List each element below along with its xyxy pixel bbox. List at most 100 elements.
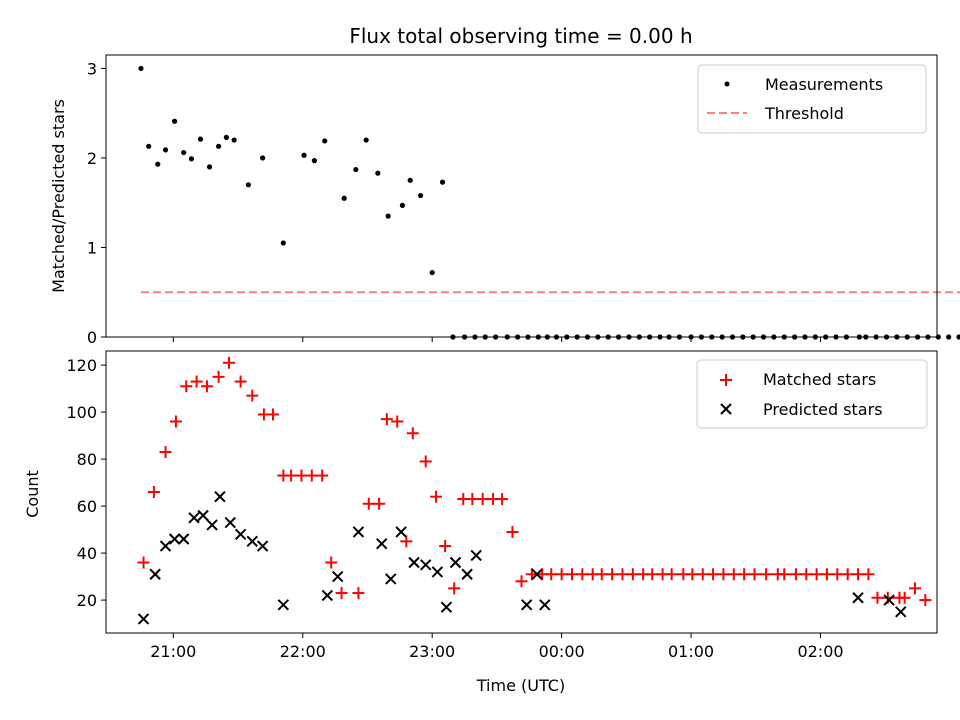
matched-star-marker <box>159 446 172 459</box>
measurement-point <box>146 143 152 149</box>
top-ytick-label: 2 <box>87 149 97 168</box>
matched-star-marker <box>212 370 225 383</box>
matched-star-marker <box>646 568 659 581</box>
measurement-point <box>155 161 161 167</box>
matched-star-marker <box>565 568 578 581</box>
matched-star-marker <box>862 568 875 581</box>
matched-star-marker <box>717 568 730 581</box>
matched-star-marker <box>871 591 884 604</box>
predicted-star-marker <box>852 592 864 604</box>
legend-predicted-marker <box>720 403 732 415</box>
matched-star-marker <box>760 568 773 581</box>
matched-star-marker <box>727 568 740 581</box>
top-ytick-label: 0 <box>87 328 97 347</box>
bottom-ylabel: Count <box>23 470 42 518</box>
bottom-xtick-label: 22:00 <box>280 642 326 661</box>
measurement-point <box>245 182 251 188</box>
matched-star-marker <box>831 568 844 581</box>
matched-star-marker <box>400 535 413 548</box>
predicted-star-marker <box>440 601 453 613</box>
measurement-point <box>311 158 317 164</box>
matched-star-marker <box>439 540 452 553</box>
bottom-ytick-label: 100 <box>66 403 97 422</box>
matched-star-marker <box>373 497 386 510</box>
matched-star-marker <box>190 375 203 388</box>
matched-star-marker <box>295 469 308 482</box>
predicted-star-marker <box>539 599 551 611</box>
matched-star-marker <box>234 375 247 388</box>
matched-star-marker <box>606 568 619 581</box>
measurement-point <box>429 269 435 276</box>
predicted-star-marker <box>188 512 200 524</box>
predicted-star-marker <box>352 526 365 538</box>
matched-star-marker <box>380 413 393 426</box>
predicted-star-marker <box>206 519 218 531</box>
matched-star-marker <box>305 469 318 482</box>
measurement-point <box>375 170 381 176</box>
predicted-star-marker <box>531 568 543 580</box>
measurement-point <box>399 202 406 208</box>
predicted-star-marker <box>256 540 269 552</box>
matched-star-marker <box>448 582 461 595</box>
matched-star-marker <box>515 575 528 588</box>
bottom-xtick-label: 02:00 <box>797 642 843 661</box>
matched-star-marker <box>476 493 489 506</box>
measurement-point <box>260 155 266 161</box>
predicted-star-marker <box>395 526 407 538</box>
predicted-star-marker <box>277 599 290 611</box>
matched-star-marker <box>810 568 823 581</box>
legend-predicted-label: Predicted stars <box>763 400 883 419</box>
matched-star-marker <box>696 568 709 581</box>
bottom-ytick-label: 120 <box>66 356 97 375</box>
measurement-point <box>946 334 952 340</box>
measurement-point <box>231 137 237 143</box>
matched-star-marker <box>898 591 911 604</box>
matched-star-marker <box>430 490 443 503</box>
legend-measurements-marker <box>724 81 730 87</box>
matched-star-marker <box>665 568 678 581</box>
predicted-star-marker <box>234 528 247 541</box>
measurement-point <box>385 213 391 219</box>
predicted-star-marker <box>321 589 334 602</box>
legend-matched-label: Matched stars <box>763 370 876 389</box>
matched-star-marker <box>496 493 509 506</box>
predicted-star-marker <box>149 568 161 580</box>
predicted-star-marker <box>177 533 190 545</box>
predicted-star-marker <box>520 599 533 611</box>
predicted-star-marker <box>408 556 420 569</box>
matched-star-marker <box>820 568 833 581</box>
measurement-point <box>407 177 413 183</box>
matched-star-marker <box>616 568 629 581</box>
matched-star-marker <box>506 525 519 538</box>
predicted-star-marker <box>431 566 444 578</box>
bottom-xtick-label: 21:00 <box>150 642 196 661</box>
legend-measurements-label: Measurements <box>765 75 883 94</box>
predicted-star-marker <box>385 573 397 585</box>
measurement-point <box>181 149 187 156</box>
legend-matched-marker <box>720 374 732 386</box>
matched-star-marker <box>335 587 348 600</box>
bottom-ytick-label: 80 <box>77 450 97 469</box>
predicted-star-marker <box>168 533 181 545</box>
matched-star-marker <box>738 568 751 581</box>
predicted-star-marker <box>883 594 895 606</box>
matched-star-marker <box>576 568 589 581</box>
matched-star-marker <box>325 556 338 569</box>
measurement-point <box>956 334 960 340</box>
matched-star-marker <box>545 568 558 581</box>
top-ytick-label: 3 <box>87 59 97 78</box>
matched-star-marker <box>778 568 791 581</box>
matched-star-marker <box>180 380 193 393</box>
legend-bottom: Matched stars Predicted stars <box>696 359 928 429</box>
matched-star-marker <box>707 568 720 581</box>
bottom-ytick-label: 20 <box>77 591 97 610</box>
predicted-star-marker <box>159 540 172 552</box>
measurement-point <box>162 147 169 153</box>
predicted-star-marker <box>137 613 150 625</box>
matched-star-marker <box>800 568 813 581</box>
top-panel-frame <box>105 54 938 338</box>
matched-star-marker <box>595 568 608 581</box>
top-ytick-label: 1 <box>87 238 97 257</box>
matched-star-marker <box>419 455 432 468</box>
